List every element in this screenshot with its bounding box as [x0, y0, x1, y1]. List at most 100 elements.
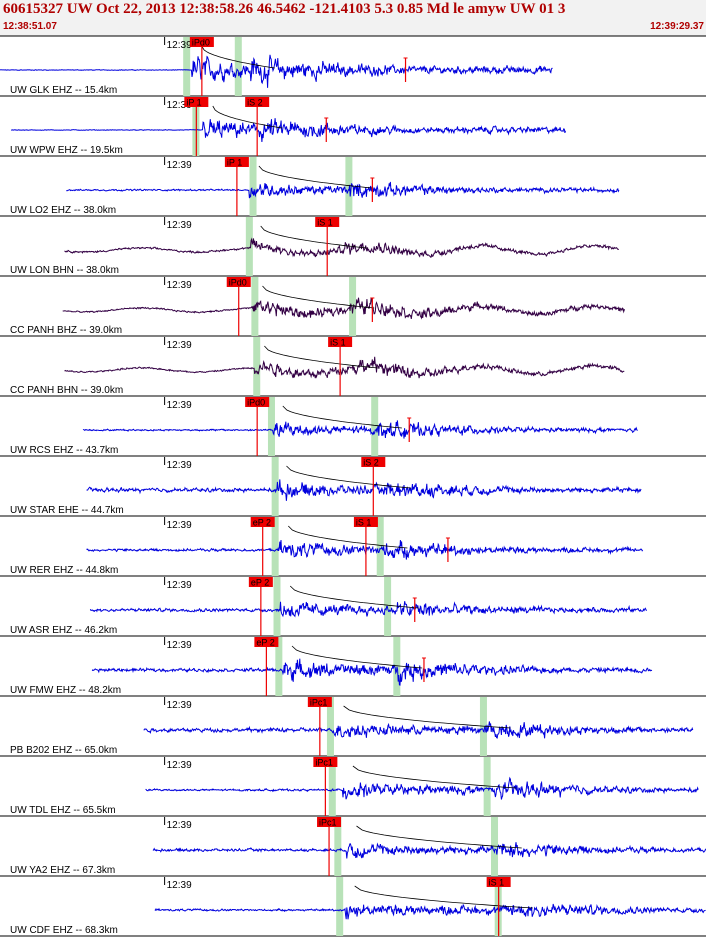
- travel-time-curve: [212, 105, 283, 129]
- phase-window: [334, 817, 342, 876]
- travel-time-curve: [291, 645, 423, 669]
- phase-window: [336, 877, 344, 936]
- waveform: [86, 479, 642, 501]
- station-label: UW FMW EHZ -- 48.2km: [10, 685, 121, 696]
- phase-window: [349, 277, 357, 336]
- travel-time-curve: [356, 825, 522, 849]
- pick-label-box: [245, 97, 270, 107]
- trace-panel: 12:39 eP 2 UW FMW EHZ -- 48.2km: [10, 637, 653, 696]
- phase-window: [249, 157, 257, 216]
- pick-label-box: [353, 517, 378, 527]
- phase-window: [393, 637, 401, 696]
- travel-time-curve: [354, 885, 533, 909]
- pick-label-box: [224, 157, 249, 167]
- pick-label: iS 1: [317, 218, 333, 228]
- station-label: UW GLK EHZ -- 15.4km: [10, 85, 117, 96]
- pick-label-box: [254, 637, 279, 647]
- travel-time-curve: [288, 525, 408, 549]
- pick-label-box: [245, 397, 270, 407]
- station-label: UW LO2 EHZ -- 38.0km: [10, 205, 116, 216]
- trace-panel: 12:39 iS 1 CC PANH BHN -- 39.0km: [10, 337, 625, 396]
- phase-window: [234, 37, 242, 96]
- pick-label: iPc1: [319, 818, 337, 828]
- phase-window: [326, 697, 334, 756]
- waveform: [145, 776, 699, 800]
- minute-tick-label: 12:39: [167, 40, 192, 51]
- waveform: [64, 237, 620, 258]
- minute-tick-label: 12:39: [167, 340, 192, 351]
- minute-tick-label: 12:39: [167, 760, 192, 771]
- pick-label-box: [248, 577, 273, 587]
- phase-window: [271, 457, 279, 516]
- waveform: [143, 721, 694, 739]
- pick-label: iS 2: [363, 458, 379, 468]
- travel-time-curve: [352, 765, 517, 789]
- trace-panel: 12:39 iPc1 UW YA2 EHZ -- 67.3km: [10, 817, 706, 876]
- travel-time-curve: [289, 585, 419, 609]
- station-label: UW WPW EHZ -- 19.5km: [10, 145, 123, 156]
- travel-time-curve: [343, 705, 511, 729]
- trace-panel: 12:39 iPc1 PB B202 EHZ -- 65.0km: [10, 697, 694, 756]
- pick-label: iS 1: [489, 878, 505, 888]
- trace-panel: 12:39 iS 1 UW CDF EHZ -- 68.3km: [10, 877, 706, 936]
- phase-window: [183, 37, 191, 96]
- minute-tick-label: 12:39: [167, 700, 192, 711]
- phase-window: [371, 397, 379, 456]
- waveform: [86, 539, 644, 560]
- station-label: UW ASR EHZ -- 46.2km: [10, 625, 117, 636]
- pick-label-box: [313, 757, 338, 767]
- station-label: CC PANH BHZ -- 39.0km: [10, 325, 122, 336]
- trace-panel: 12:39 iPc1 UW TDL EHZ -- 65.5km: [10, 757, 699, 816]
- waveform: [66, 181, 620, 199]
- pick-label-box: [317, 817, 342, 827]
- minute-tick-label: 12:39: [167, 280, 192, 291]
- minute-tick-label: 12:39: [167, 160, 192, 171]
- waveform: [82, 420, 638, 439]
- minute-tick-label: 12:39: [167, 100, 192, 111]
- pick-label: iPd0: [247, 398, 265, 408]
- minute-tick-label: 12:39: [167, 580, 192, 591]
- phase-window: [483, 757, 491, 816]
- pick-label-box: [361, 457, 386, 467]
- pick-label: iS 1: [356, 518, 372, 528]
- pick-label-box: [189, 37, 214, 47]
- waveform: [11, 118, 566, 143]
- waveform: [91, 658, 653, 686]
- waveform: [62, 297, 626, 320]
- phase-window: [253, 337, 261, 396]
- minute-tick-label: 12:39: [167, 640, 192, 651]
- time-start-label: 12:38:51.07: [3, 21, 57, 32]
- pick-label-box: [226, 277, 251, 287]
- event-title: 60615327 UW Oct 22, 2013 12:38:58.26 46.…: [3, 1, 566, 17]
- minute-tick-label: 12:39: [167, 460, 192, 471]
- station-label: UW RCS EHZ -- 43.7km: [10, 445, 118, 456]
- pick-label: eP 2: [251, 578, 269, 588]
- pick-label-box: [328, 337, 353, 347]
- station-label: UW CDF EHZ -- 68.3km: [10, 925, 118, 936]
- waveform: [89, 601, 647, 618]
- phase-window: [275, 637, 283, 696]
- pick-label-box: [486, 877, 511, 887]
- pick-label: iPd0: [229, 278, 247, 288]
- pick-label: iP 1: [186, 98, 201, 108]
- pick-label: iPd0: [192, 38, 210, 48]
- phase-window: [267, 397, 275, 456]
- waveform: [0, 54, 553, 88]
- trace-panel: 12:39 iP 1 UW LO2 EHZ -- 38.0km: [10, 157, 620, 216]
- phase-window: [273, 577, 281, 636]
- phase-window: [328, 757, 336, 816]
- trace-panel: 12:39 iPd0 UW RCS EHZ -- 43.7km: [10, 397, 638, 456]
- station-label: UW YA2 EHZ -- 67.3km: [10, 865, 115, 876]
- trace-panel: 12:39 iS 1 UW LON BHN -- 38.0km: [10, 217, 620, 276]
- pick-label-box: [315, 217, 340, 227]
- minute-tick-label: 12:39: [167, 520, 192, 531]
- trace-panel: 12:39 iPd0 CC PANH BHZ -- 39.0km: [10, 277, 626, 336]
- minute-tick-label: 12:39: [167, 220, 192, 231]
- pick-label: iS 2: [247, 98, 263, 108]
- station-label: UW TDL EHZ -- 65.5km: [10, 805, 116, 816]
- minute-tick-label: 12:39: [167, 880, 192, 891]
- trace-panel: 12:39 iS 2 UW STAR EHE -- 44.7km: [10, 457, 642, 516]
- station-label: PB B202 EHZ -- 65.0km: [10, 745, 117, 756]
- waveform: [154, 903, 706, 920]
